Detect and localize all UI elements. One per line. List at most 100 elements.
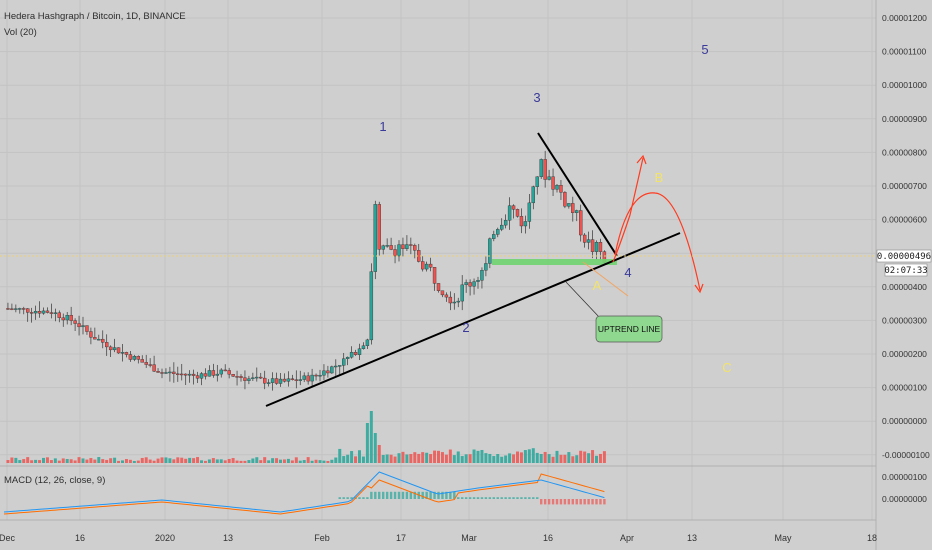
volume-bar: [168, 458, 172, 463]
volume-bar: [172, 459, 176, 463]
macd-histogram-bar: [401, 491, 405, 499]
volume-bar: [26, 457, 30, 463]
volume-bar: [302, 460, 306, 463]
candle-body: [57, 312, 61, 318]
volume-bar: [235, 460, 239, 463]
candle-body: [180, 373, 184, 376]
macd-histogram-bar: [338, 497, 341, 499]
volume-bar: [587, 453, 591, 463]
macd-histogram-bar: [358, 497, 361, 499]
macd-pane: [3, 471, 606, 515]
macd-histogram-bar: [437, 491, 440, 499]
volume-bar: [523, 450, 527, 463]
volume-bar: [322, 460, 326, 463]
volume-indicator-label[interactable]: Vol (20): [4, 27, 37, 38]
volume-bar: [267, 460, 271, 463]
candle-body: [448, 296, 453, 304]
candle-body: [259, 376, 263, 379]
volume-bar: [421, 452, 425, 463]
volume-bar: [105, 459, 109, 463]
candle-body: [492, 234, 496, 239]
macd-indicator-label[interactable]: MACD (12, 26, close, 9): [4, 475, 106, 486]
volume-bar: [255, 457, 259, 463]
volume-bar: [598, 453, 602, 463]
candle-body: [503, 220, 508, 226]
candle-body: [215, 373, 220, 376]
volume-bar: [385, 454, 389, 463]
time-axis[interactable]: Dec 16 2020 13 Feb 17 Mar 16 Apr 13 May 18: [0, 533, 877, 543]
symbol-title[interactable]: Hedera Hashgraph / Bitcoin, 1D, BINANCE: [4, 11, 186, 22]
volume-bar: [42, 457, 45, 463]
volume-bar: [211, 458, 215, 463]
candle-body: [342, 358, 346, 366]
candle-body: [195, 375, 200, 379]
volume-bar: [132, 460, 136, 463]
candle-body: [61, 317, 65, 321]
candle-body: [444, 294, 449, 298]
volume-bar: [290, 460, 294, 463]
volume-bar: [140, 457, 144, 463]
callout-box: [595, 315, 663, 343]
volume-bar: [472, 449, 476, 463]
candle-body: [132, 356, 137, 360]
volume-bar: [547, 454, 551, 463]
wave-label: 2: [462, 320, 469, 335]
price-tick-label: 0.00000400: [882, 282, 927, 292]
macd-tick-label: 0.00000000: [882, 494, 927, 504]
candle-body: [231, 374, 235, 377]
macd-histogram-bar: [536, 497, 539, 499]
candle-body: [219, 369, 223, 375]
current-price-marker: 0.00000496 02:07:33: [0, 249, 932, 277]
volume-bar: [318, 460, 322, 463]
time-tick-label: Dec: [0, 533, 15, 543]
macd-histogram-bar: [464, 497, 468, 499]
macd-histogram-bar: [528, 497, 531, 499]
macd-histogram-bar: [579, 499, 582, 505]
candle-body: [393, 249, 397, 257]
volume-bar: [176, 457, 180, 463]
volume-bar: [543, 451, 547, 463]
candle-body: [156, 371, 160, 373]
time-tick-label: May: [774, 533, 792, 543]
macd-histogram-bar: [599, 499, 602, 505]
candle-body: [243, 377, 247, 381]
macd-histogram-bar: [571, 499, 574, 505]
macd-histogram-bar: [496, 497, 499, 499]
volume-bar: [89, 458, 93, 463]
candle-body: [436, 283, 441, 291]
macd-histogram-bar: [409, 491, 413, 499]
price-tick-label: 0.00001100: [882, 47, 927, 57]
uptrend-line: [265, 232, 681, 407]
candle-body: [468, 282, 472, 287]
price-tick-label: 0.00000000: [882, 416, 927, 426]
candle-body: [381, 245, 385, 250]
volume-bar: [203, 460, 207, 463]
macd-histogram-bar: [382, 491, 385, 499]
volume-bar: [180, 457, 184, 463]
macd-histogram-bar: [504, 497, 507, 499]
macd-histogram-bar: [346, 497, 349, 499]
macd-histogram-bar: [547, 499, 551, 505]
candle-body: [81, 325, 85, 328]
price-axis[interactable]: 0.00001200 0.00001100 0.00001000 0.00000900…: [882, 13, 930, 460]
candle-body: [373, 204, 377, 272]
candle-body: [507, 205, 512, 221]
candle-body: [523, 221, 528, 227]
candle-body: [168, 371, 172, 374]
macd-histogram-bar: [583, 499, 586, 505]
volume-bar: [504, 455, 508, 463]
candle-body: [571, 203, 575, 213]
macd-histogram-bar: [457, 497, 460, 499]
volume-bar: [223, 460, 227, 463]
candle-body: [472, 281, 476, 287]
candle-body: [314, 374, 318, 377]
candle-body: [152, 364, 156, 372]
candle-body: [14, 308, 18, 310]
macd-axis[interactable]: 0.00000100 0.00000000: [882, 472, 927, 504]
volume-bar: [164, 457, 168, 463]
volume-bar: [527, 449, 531, 463]
volume-bar: [128, 459, 132, 463]
volume-bar: [156, 458, 160, 463]
candle-body: [306, 375, 310, 382]
